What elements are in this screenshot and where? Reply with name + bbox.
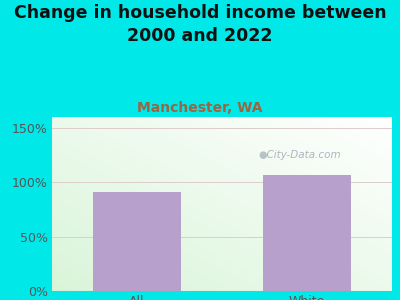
Bar <box>93 192 181 291</box>
Text: Change in household income between
2000 and 2022: Change in household income between 2000 … <box>14 4 386 45</box>
Text: Manchester, WA: Manchester, WA <box>137 100 263 115</box>
Text: ●: ● <box>258 150 267 160</box>
Bar <box>263 175 351 291</box>
Text: City-Data.com: City-Data.com <box>260 150 340 160</box>
